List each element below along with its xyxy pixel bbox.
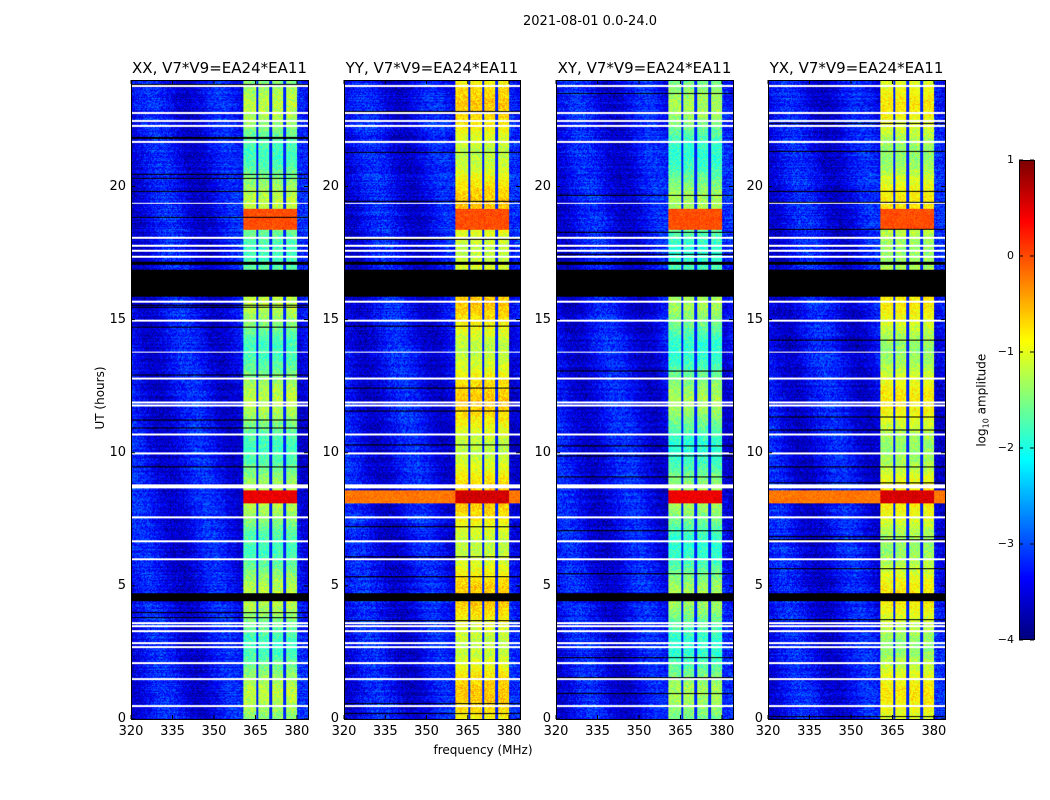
y-tick-label: 20: [109, 178, 126, 194]
y-tick-label: 5: [754, 577, 763, 593]
x-tick-label: 320: [543, 724, 569, 739]
spectrogram-heatmap: [557, 81, 733, 719]
spectrogram-heatmap: [345, 81, 520, 719]
y-tick-label: 0: [542, 711, 551, 726]
colorbar-tick-label: −2: [997, 441, 1014, 454]
y-tick-label: 5: [542, 577, 551, 593]
x-tick-label: 350: [414, 724, 439, 739]
panel-title: YY, V7*V9=EA24*EA11: [345, 59, 519, 77]
y-tick-label: 15: [534, 311, 551, 327]
x-tick-label: 365: [243, 724, 268, 739]
panel-title: XY, V7*V9=EA24*EA11: [557, 59, 732, 77]
x-tick-label: 350: [626, 724, 652, 739]
x-tick-label: 380: [496, 724, 522, 739]
panel-title: YX, V7*V9=EA24*EA11: [769, 59, 944, 77]
colorbar-label: log10 amplitude: [974, 343, 990, 458]
spectrogram-panel: [344, 80, 521, 720]
y-tick-label: 5: [117, 577, 126, 593]
figure-title: 2021-08-01 0.0-24.0: [523, 14, 657, 29]
y-tick-label: 0: [330, 711, 339, 726]
x-tick-label: 335: [372, 724, 398, 739]
x-tick-label: 380: [284, 724, 310, 739]
y-tick-label: 10: [109, 444, 126, 460]
colorbar-tick-label: −3: [997, 537, 1014, 550]
y-tick-label: 15: [109, 311, 126, 327]
y-tick-label: 10: [534, 444, 551, 460]
y-axis-label: UT (hours): [93, 366, 107, 430]
colorbar-tick-label: 1: [1007, 153, 1014, 166]
colorbar-tick-label: −1: [997, 345, 1014, 358]
x-tick-label: 335: [585, 724, 610, 739]
x-tick-label: 365: [455, 724, 481, 739]
colorbar-tick-label: 0: [1007, 249, 1014, 262]
x-tick-label: 350: [838, 724, 864, 739]
x-tick-label: 380: [709, 724, 735, 739]
colorbar-label-base: 10: [981, 418, 991, 429]
x-tick-label: 380: [921, 724, 947, 739]
panel-title: XX, V7*V9=EA24*EA11: [132, 59, 307, 77]
x-tick-label: 320: [755, 724, 781, 739]
x-axis-label: frequency (MHz): [433, 743, 533, 757]
y-tick-label: 10: [746, 444, 763, 460]
x-tick-label: 335: [160, 724, 185, 739]
y-tick-label: 0: [117, 711, 126, 726]
x-tick-label: 365: [668, 724, 693, 739]
spectrogram-panel: [131, 80, 309, 720]
spectrogram-heatmap: [769, 81, 945, 719]
spectrogram-panel: [556, 80, 734, 720]
x-tick-label: 365: [880, 724, 905, 739]
x-tick-label: 320: [331, 724, 357, 739]
spectrogram-panel: [768, 80, 946, 720]
colorbar-label-tail: amplitude: [974, 353, 989, 419]
y-tick-label: 5: [330, 577, 339, 593]
x-tick-label: 350: [201, 724, 227, 739]
y-tick-label: 15: [746, 311, 763, 327]
x-tick-label: 335: [797, 724, 822, 739]
y-tick-label: 10: [322, 444, 339, 460]
spectrogram-heatmap: [132, 81, 308, 719]
y-tick-label: 20: [746, 178, 763, 194]
y-tick-label: 20: [322, 178, 339, 194]
colorbar: [1019, 160, 1035, 640]
x-tick-label: 320: [118, 724, 144, 739]
colorbar-label-log: log: [974, 428, 989, 447]
y-tick-label: 20: [534, 178, 551, 194]
y-tick-label: 0: [754, 711, 763, 726]
y-tick-label: 15: [322, 311, 339, 327]
colorbar-tick-label: −4: [997, 633, 1014, 646]
